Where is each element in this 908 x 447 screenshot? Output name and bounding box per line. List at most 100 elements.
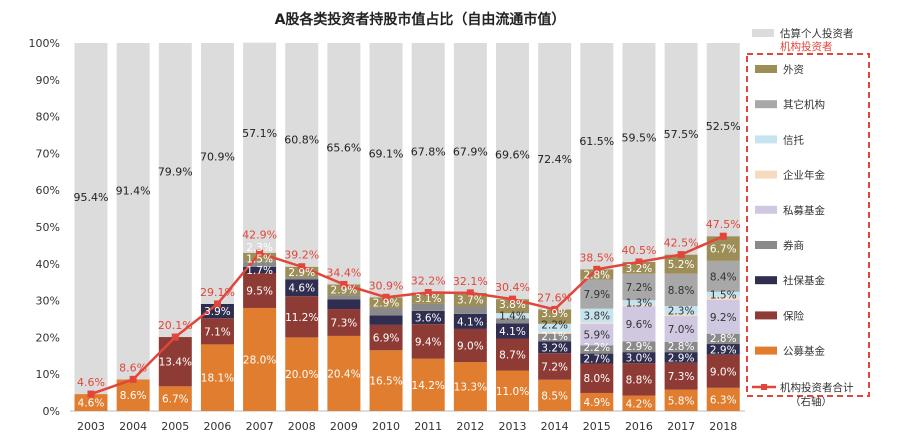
data-label: 8.4% bbox=[710, 271, 737, 283]
data-label: 70.9% bbox=[200, 150, 235, 163]
bar-segment-公募基金 bbox=[200, 344, 234, 411]
legend-swatch-公募基金 bbox=[755, 346, 777, 355]
x-tick-label: 2016 bbox=[625, 420, 653, 433]
data-label: 3.9% bbox=[541, 308, 568, 320]
bar-segment-估算个人投资者 bbox=[327, 43, 361, 285]
bar-segment-公募基金 bbox=[538, 379, 572, 411]
bar-segment-券商 bbox=[538, 333, 572, 342]
bar-segment-保险 bbox=[580, 363, 614, 393]
legend-swatch-保险 bbox=[755, 311, 777, 320]
bar-segment-保险 bbox=[200, 318, 234, 345]
line-marker bbox=[424, 289, 432, 297]
y-tick-label: 10% bbox=[36, 368, 60, 381]
data-label: 3.2% bbox=[541, 342, 568, 354]
bar-segment-公募基金 bbox=[158, 386, 192, 411]
data-label: 28.0% bbox=[243, 354, 276, 366]
bar-segment-信托 bbox=[622, 300, 656, 306]
data-label: 16.5% bbox=[369, 376, 402, 388]
data-label: 20.4% bbox=[327, 368, 360, 380]
bar-segment-企业年金 bbox=[622, 305, 656, 307]
data-label: 5.8% bbox=[668, 395, 695, 407]
data-label: 69.6% bbox=[495, 148, 530, 161]
bar-segment-外资 bbox=[327, 284, 361, 296]
bar-segment-券商 bbox=[580, 345, 614, 354]
data-label: 4.1% bbox=[457, 316, 484, 328]
line-marker bbox=[256, 249, 264, 257]
data-label: 3.8% bbox=[499, 299, 526, 311]
data-label: 1.3% bbox=[626, 298, 653, 310]
bar-segment-券商 bbox=[706, 333, 740, 345]
x-tick-label: 2018 bbox=[709, 420, 737, 433]
bar-segment-保险 bbox=[285, 296, 319, 338]
bar-segment-公募基金 bbox=[411, 358, 445, 411]
bar-segment-企业年金 bbox=[580, 322, 614, 324]
line-marker bbox=[298, 263, 306, 271]
y-tick-label: 90% bbox=[36, 74, 60, 87]
data-label: 4.6% bbox=[288, 283, 315, 295]
line-marker bbox=[171, 333, 179, 341]
data-label: 9.2% bbox=[710, 312, 737, 324]
bar-segment-估算个人投资者 bbox=[538, 43, 572, 310]
legend-label: 企业年金 bbox=[783, 169, 825, 182]
y-tick-label: 80% bbox=[36, 111, 60, 124]
legend-axis-note: （右轴） bbox=[790, 395, 832, 408]
data-label: 60.8% bbox=[284, 134, 319, 147]
bar-segment-券商 bbox=[664, 341, 698, 353]
data-label: 2.9% bbox=[710, 344, 737, 356]
data-label: 5.2% bbox=[668, 259, 695, 271]
data-label: 95.4% bbox=[74, 191, 109, 204]
bar-segment-外资 bbox=[496, 299, 529, 314]
x-tick-label: 2006 bbox=[203, 420, 231, 433]
data-label: 7.3% bbox=[331, 317, 358, 329]
legend-line-marker bbox=[761, 384, 767, 390]
bar-segment-保险 bbox=[496, 338, 529, 371]
line-data-label: 42.9% bbox=[242, 228, 277, 241]
bar-segment-券商 bbox=[243, 261, 277, 267]
legend-swatch-信托 bbox=[755, 135, 777, 144]
x-tick-label: 2015 bbox=[583, 420, 611, 433]
line-marker bbox=[593, 265, 601, 273]
bar-segment-估算个人投资者 bbox=[243, 42, 277, 253]
line-marker bbox=[382, 293, 390, 301]
data-label: 6.7% bbox=[162, 394, 189, 406]
line-data-label: 29.1% bbox=[200, 286, 235, 299]
bar-segment-外资 bbox=[411, 292, 445, 304]
bar-segment-公募基金 bbox=[580, 392, 614, 411]
data-label: 2.8% bbox=[583, 269, 610, 281]
data-label: 1.7% bbox=[246, 265, 273, 277]
bar-segment-信托 bbox=[496, 313, 529, 319]
legend-swatch-企业年金 bbox=[755, 170, 777, 179]
legend-swatch-外资 bbox=[755, 65, 777, 73]
data-label: 67.9% bbox=[453, 145, 488, 158]
data-label: 8.8% bbox=[626, 374, 653, 386]
bar-segment-公募基金 bbox=[285, 337, 319, 411]
legend-label: 公募基金 bbox=[783, 345, 825, 358]
bar-segment-保险 bbox=[369, 324, 403, 351]
bar-segment-外资 bbox=[243, 252, 277, 262]
line-marker bbox=[87, 390, 95, 398]
line-data-label: 8.6% bbox=[119, 361, 147, 374]
bar-segment-其它机构 bbox=[664, 273, 698, 307]
data-label: 61.5% bbox=[579, 135, 614, 148]
y-tick-label: 0% bbox=[43, 405, 60, 418]
data-label: 2.9% bbox=[668, 352, 695, 364]
bar-segment-社保基金 bbox=[496, 323, 529, 339]
bar-segment-券商 bbox=[453, 306, 487, 314]
bar-segment-外资 bbox=[453, 292, 487, 307]
data-label: 6.3% bbox=[710, 394, 737, 406]
line-data-label: 34.4% bbox=[326, 266, 361, 279]
data-label: 3.1% bbox=[415, 293, 442, 305]
bar-segment-私募基金 bbox=[622, 306, 656, 342]
y-tick-label: 60% bbox=[36, 184, 60, 197]
legend-label: 信托 bbox=[783, 133, 804, 146]
data-label: 7.3% bbox=[668, 371, 695, 383]
bar-segment-保险 bbox=[706, 354, 740, 388]
x-tick-label: 2003 bbox=[77, 420, 105, 433]
line-data-label: 40.5% bbox=[621, 244, 656, 257]
data-label: 11.0% bbox=[496, 386, 529, 398]
data-label: 2.3% bbox=[668, 305, 695, 317]
bar-segment-估算个人投资者 bbox=[285, 43, 319, 267]
data-label: 2.9% bbox=[288, 267, 315, 279]
bar-segment-信托 bbox=[538, 323, 572, 332]
data-label: 13.3% bbox=[454, 382, 487, 394]
